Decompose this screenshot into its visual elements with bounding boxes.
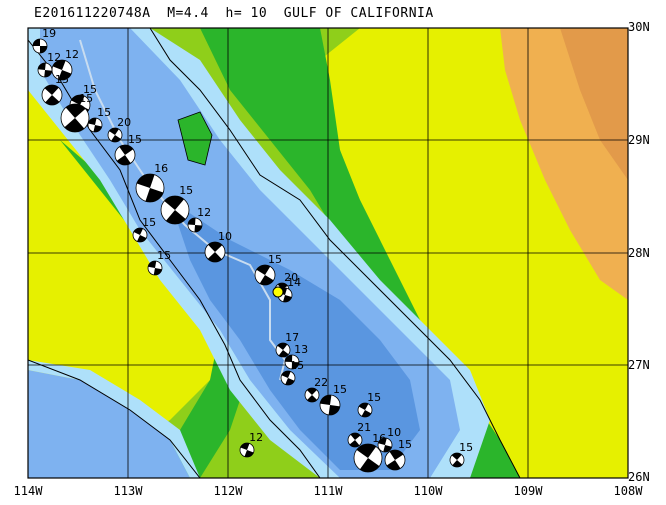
lat-label-29n: 29N: [628, 133, 650, 147]
focal-mechanism-3: 15: [41, 73, 69, 106]
focal-mechanism-13: 15: [132, 216, 156, 243]
focal-mechanism-depth-label: 15: [268, 253, 282, 266]
focal-mechanism-12: 12: [187, 206, 211, 233]
focal-mechanism-14: 10: [204, 230, 232, 263]
lat-label-28n: 28N: [628, 246, 650, 260]
focal-mechanism-25: 21: [347, 421, 371, 448]
focal-mechanism-depth-label: 15: [97, 106, 111, 119]
focal-mechanism-depth-label: 22: [314, 376, 328, 389]
focal-mechanism-depth-label: 15: [290, 359, 304, 372]
focal-mechanism-19: 17: [275, 331, 299, 358]
focal-mechanism-8: 20: [107, 116, 131, 143]
focal-mechanism-24: 15: [357, 391, 381, 418]
focal-mechanism-7: 15: [87, 106, 111, 133]
focal-mechanism-depth-label: 13: [294, 343, 308, 356]
lon-label-109w: 109W: [513, 484, 543, 498]
sonora-coastline: [149, 28, 521, 478]
lon-label-112w: 112W: [213, 484, 243, 498]
focal-mechanism-depth-label: 15: [398, 438, 412, 451]
lon-label-114w: 114W: [13, 484, 43, 498]
focal-mechanism-depth-label: 21: [357, 421, 371, 434]
focal-mechanism-11: 15: [160, 184, 193, 225]
focal-mechanism-15: 15: [147, 249, 171, 276]
focal-mechanism-29: 12: [239, 431, 263, 458]
focal-mechanism-depth-label: 15: [367, 391, 381, 404]
map-title: E201611220748A M=4.4 h= 10 GULF OF CALIF…: [34, 6, 434, 21]
focal-mechanism-depth-label: 17: [285, 331, 299, 344]
focal-mechanism-depth-label: 15: [142, 216, 156, 229]
focal-mechanism-depth-label: 15: [55, 73, 69, 86]
main-event-marker: [272, 286, 284, 298]
grid-lines: [28, 28, 628, 478]
pacific-coastline: [28, 359, 201, 478]
focal-mechanism-depth-label: 15: [157, 249, 171, 262]
focal-mechanism-30: 15: [449, 441, 473, 468]
focal-mechanism-depth-label: 12: [65, 48, 79, 61]
focal-mechanism-23: 15: [319, 383, 347, 416]
focal-mechanism-depth-label: 12: [197, 206, 211, 219]
focal-mechanism-28: 15: [384, 438, 412, 471]
focal-mechanism-depth-label: 16: [372, 432, 386, 445]
gulf-deep: [170, 200, 420, 470]
tiburon-island: [177, 111, 213, 166]
baja-east-lowlands: [60, 140, 250, 478]
focal-mechanism-depth-label: 20: [117, 116, 131, 129]
focal-mechanism-10: 16: [135, 162, 168, 203]
focal-mechanism-depth-label: 16: [154, 162, 168, 175]
lon-label-111w: 111W: [313, 484, 343, 498]
focal-mechanism-depth-label: 10: [387, 426, 401, 439]
focal-mechanism-27: 16: [353, 432, 386, 473]
focal-mechanism-20: 13: [284, 343, 308, 370]
map-border: [27, 27, 629, 479]
focal-mechanism-6: 15: [60, 92, 93, 133]
focal-mechanism-2: 12: [51, 48, 79, 81]
focal-mechanism-21: 15: [280, 359, 304, 386]
focal-mechanism-26: 10: [377, 426, 401, 453]
lon-label-113w: 113W: [113, 484, 143, 498]
focal-mechanism-depth-label: 12: [47, 51, 61, 64]
focal-mechanism-depth-label: 15: [128, 133, 142, 146]
pacific-ocean: [28, 370, 190, 478]
lat-label-26n: 26N: [628, 470, 650, 484]
focal-mechanism-16: 15: [254, 253, 282, 286]
sierra-madre-peaks: [560, 28, 628, 180]
focal-mechanism-depth-label: 20: [284, 271, 298, 284]
focal-mechanism-depth-label: 15: [333, 383, 347, 396]
focal-mechanism-depth-label: 15: [459, 441, 473, 454]
focal-mechanism-depth-label: 15: [79, 92, 93, 105]
focal-mechanism-22: 22: [304, 376, 328, 403]
lat-label-30n: 30N: [628, 20, 650, 34]
focal-mechanism-depth-label: 15: [179, 184, 193, 197]
focal-mechanism-9: 15: [114, 133, 142, 166]
lon-label-110w: 110W: [413, 484, 443, 498]
focal-mechanism-4: 12: [37, 51, 61, 78]
lon-label-108w: 108W: [613, 484, 643, 498]
focal-mechanism-depth-label: 10: [218, 230, 232, 243]
pacific-shallow: [28, 360, 200, 478]
focal-mechanism-depth-label: 12: [249, 431, 263, 444]
focal-mechanism-1: 19: [32, 27, 56, 54]
focal-mechanism-depth-label: 15: [83, 83, 97, 96]
focal-mechanism-depth-label: 19: [42, 27, 56, 40]
lat-label-27n: 27N: [628, 358, 650, 372]
focal-mechanism-depth-label: 14: [287, 276, 301, 289]
